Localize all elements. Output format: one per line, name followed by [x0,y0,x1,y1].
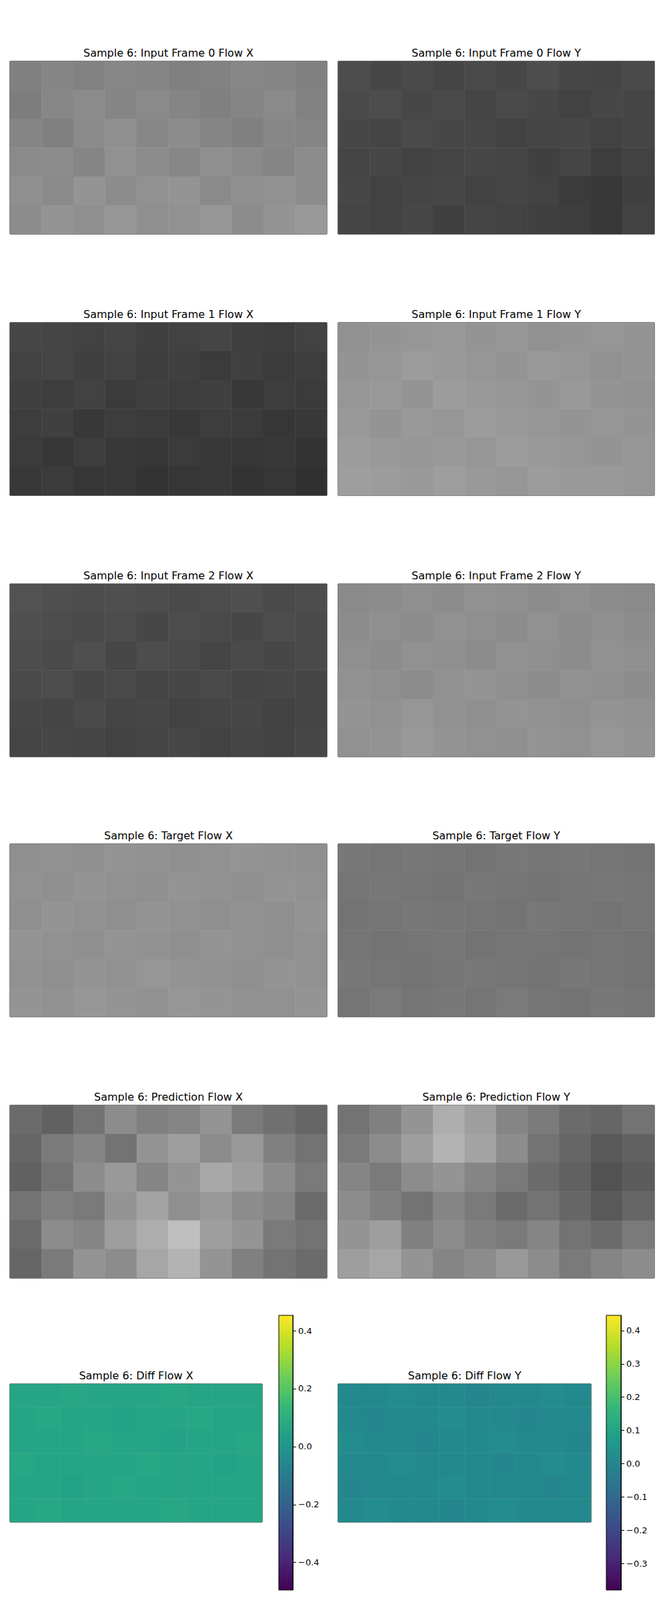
svg-text:−0.2: −0.2 [626,1526,648,1537]
svg-text:Sample 6: Target Flow X: Sample 6: Target Flow X [104,829,233,843]
svg-text:−0.1: −0.1 [626,1492,648,1503]
svg-text:−0.3: −0.3 [626,1559,648,1570]
svg-text:0.2: 0.2 [626,1392,641,1403]
svg-text:0.2: 0.2 [298,1384,313,1395]
svg-text:Sample 6: Diff Flow X: Sample 6: Diff Flow X [78,1370,193,1383]
svg-text:−0.4: −0.4 [298,1558,320,1569]
svg-text:Sample 6: Input Frame 0 Flow Y: Sample 6: Input Frame 0 Flow Y [411,46,581,60]
svg-text:Sample 6: Input Frame 2 Flow X: Sample 6: Input Frame 2 Flow X [83,569,254,583]
svg-text:0.4: 0.4 [298,1326,313,1337]
svg-text:0.4: 0.4 [626,1325,641,1337]
svg-text:0.0: 0.0 [298,1442,313,1453]
svg-text:Sample 6: Input Frame 1 Flow Y: Sample 6: Input Frame 1 Flow Y [411,308,581,321]
svg-text:Sample 6: Target Flow Y: Sample 6: Target Flow Y [432,829,561,843]
svg-text:−0.2: −0.2 [298,1500,320,1511]
svg-text:Sample 6: Prediction Flow Y: Sample 6: Prediction Flow Y [422,1091,571,1104]
svg-text:Sample 6: Input Frame 2 Flow Y: Sample 6: Input Frame 2 Flow Y [411,569,581,583]
svg-text:0.1: 0.1 [626,1426,641,1437]
svg-text:Sample 6: Prediction Flow X: Sample 6: Prediction Flow X [94,1091,243,1104]
svg-text:Sample 6: Input Frame 0 Flow X: Sample 6: Input Frame 0 Flow X [83,46,254,60]
svg-text:0.3: 0.3 [626,1359,641,1370]
svg-text:Sample 6: Input Frame 1 Flow X: Sample 6: Input Frame 1 Flow X [83,308,254,321]
svg-text:0.0: 0.0 [626,1459,641,1470]
svg-text:Sample 6: Diff Flow Y: Sample 6: Diff Flow Y [408,1370,522,1383]
